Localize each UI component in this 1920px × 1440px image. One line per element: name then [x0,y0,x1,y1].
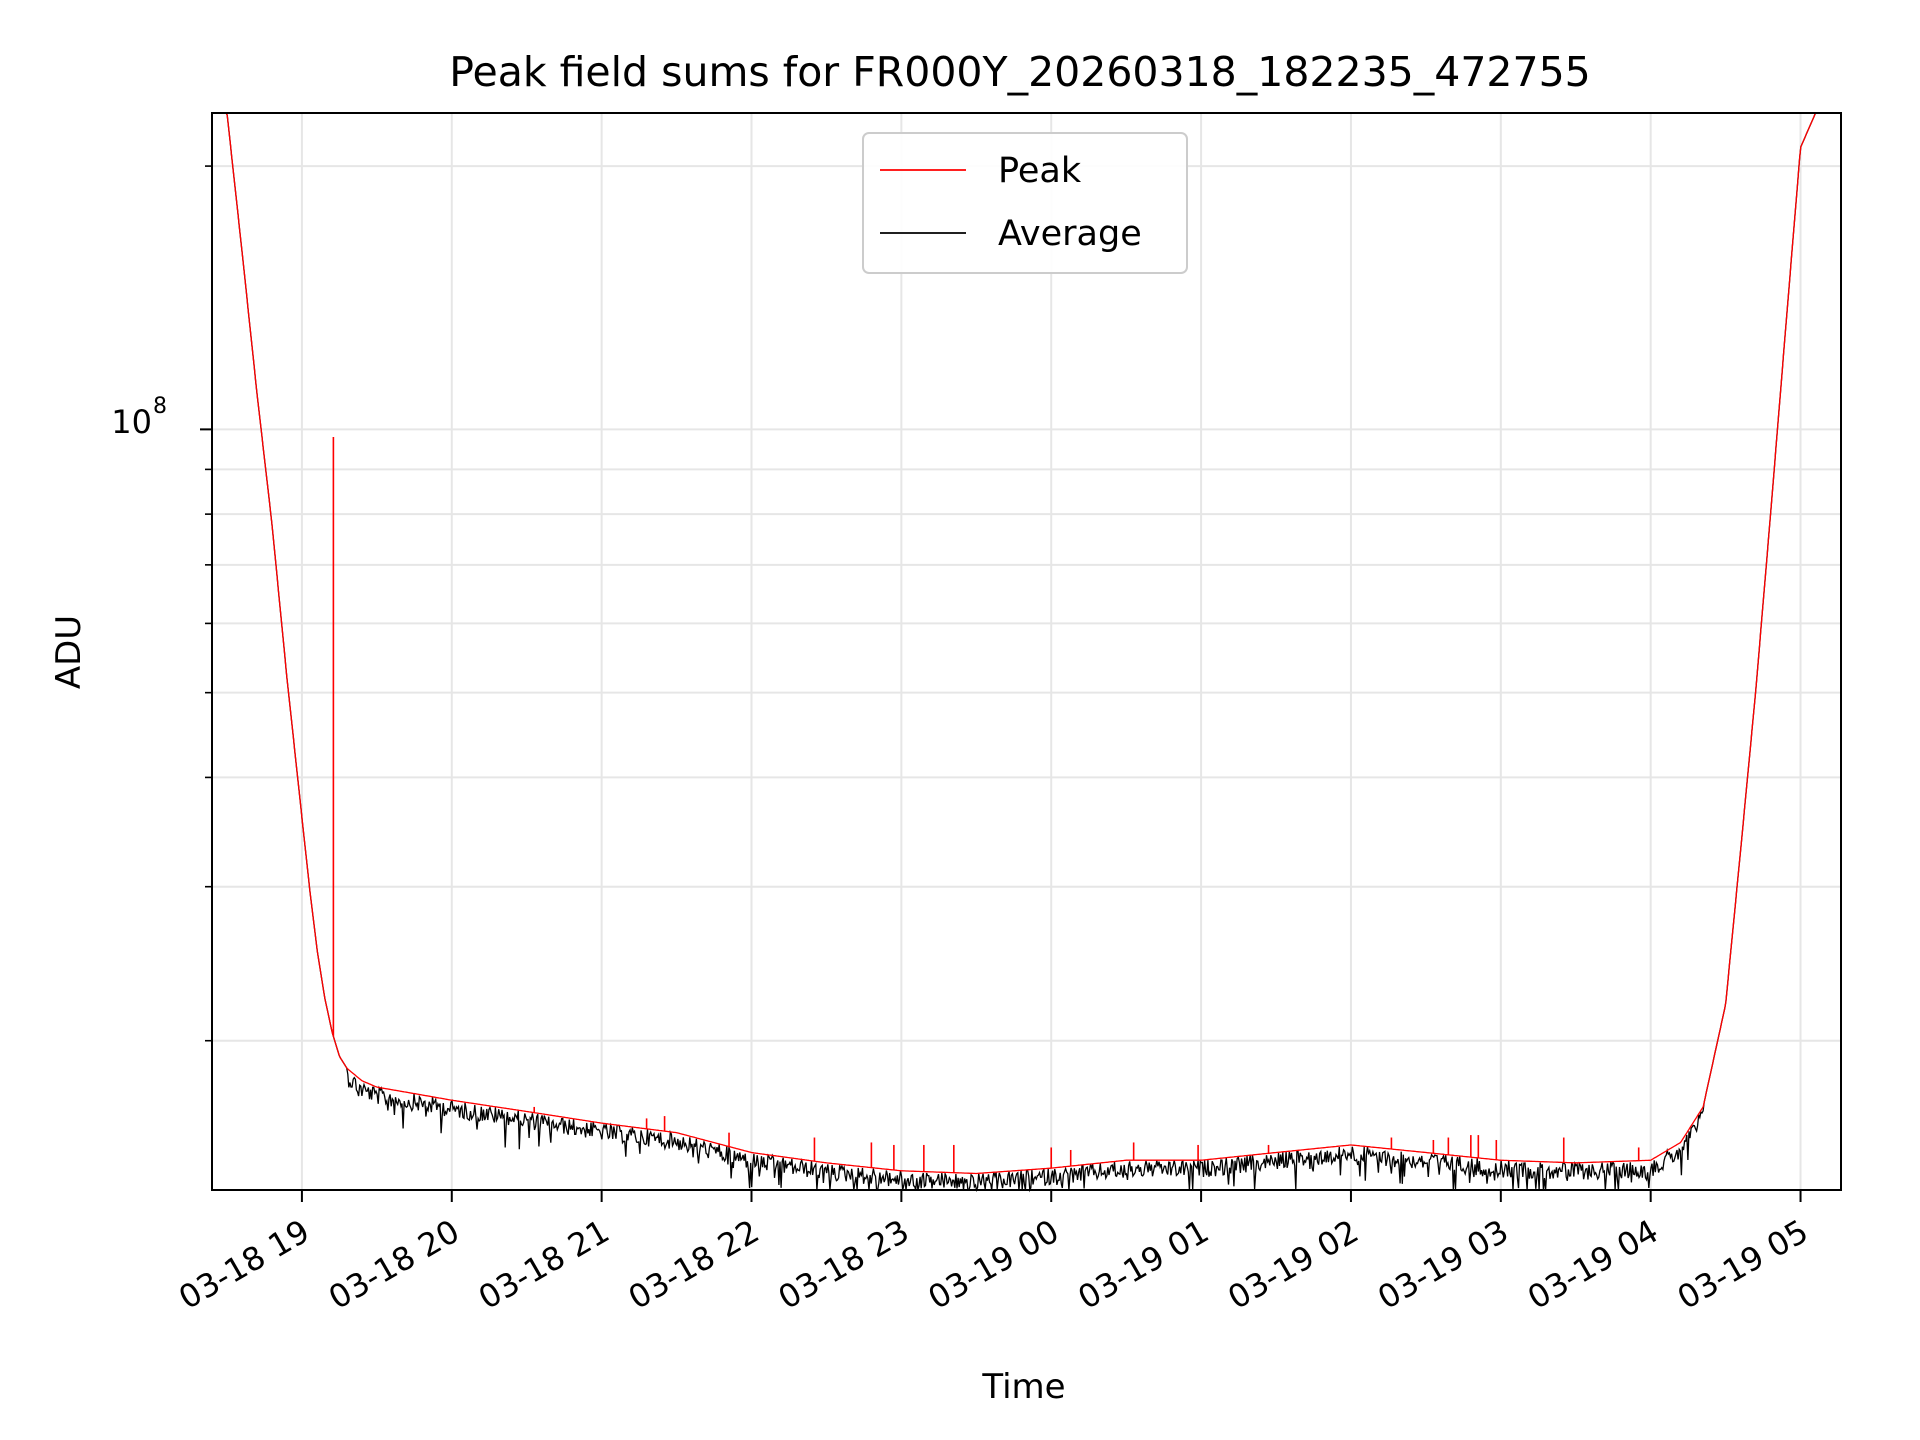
x-tick-label: 03-19 05 [1671,1212,1815,1317]
x-tick-label: 03-18 20 [322,1212,466,1317]
x-axis: 03-18 19 03-18 20 03-18 21 03-18 22 03-18 23… [172,1190,1815,1317]
y-axis: 10 8 [111,165,212,1042]
grid [212,113,1841,1190]
y-axis-label: ADU [49,615,89,689]
plot-frame [211,112,1842,1191]
x-tick-label: 03-19 01 [1071,1212,1215,1317]
y-tick-base: 10 [111,403,152,441]
x-tick-label: 03-18 21 [472,1212,616,1317]
legend: Peak Average [862,132,1188,274]
x-tick-label: 03-19 00 [922,1212,1066,1317]
legend-label-average: Average [998,214,1142,254]
x-tick-label: 03-19 02 [1221,1212,1365,1317]
y-major-tick-label: 10 8 [111,394,167,441]
x-axis-label: Time [981,1367,1065,1407]
x-tick-label: 03-19 04 [1521,1212,1665,1317]
x-tick-label: 03-19 03 [1371,1212,1515,1317]
legend-box [862,132,1188,274]
y-tick-exponent: 8 [153,394,167,419]
chart-title: Peak field sums for FR000Y_20260318_1822… [449,48,1591,96]
x-tick-label: 03-18 22 [622,1212,766,1317]
x-tick-label: 03-18 19 [172,1212,316,1317]
plot-area [212,112,1841,1193]
x-tick-label: 03-18 23 [772,1212,916,1317]
series-peak-line [212,112,1841,1175]
series-average-line [212,112,1841,1193]
legend-label-peak: Peak [998,151,1082,191]
